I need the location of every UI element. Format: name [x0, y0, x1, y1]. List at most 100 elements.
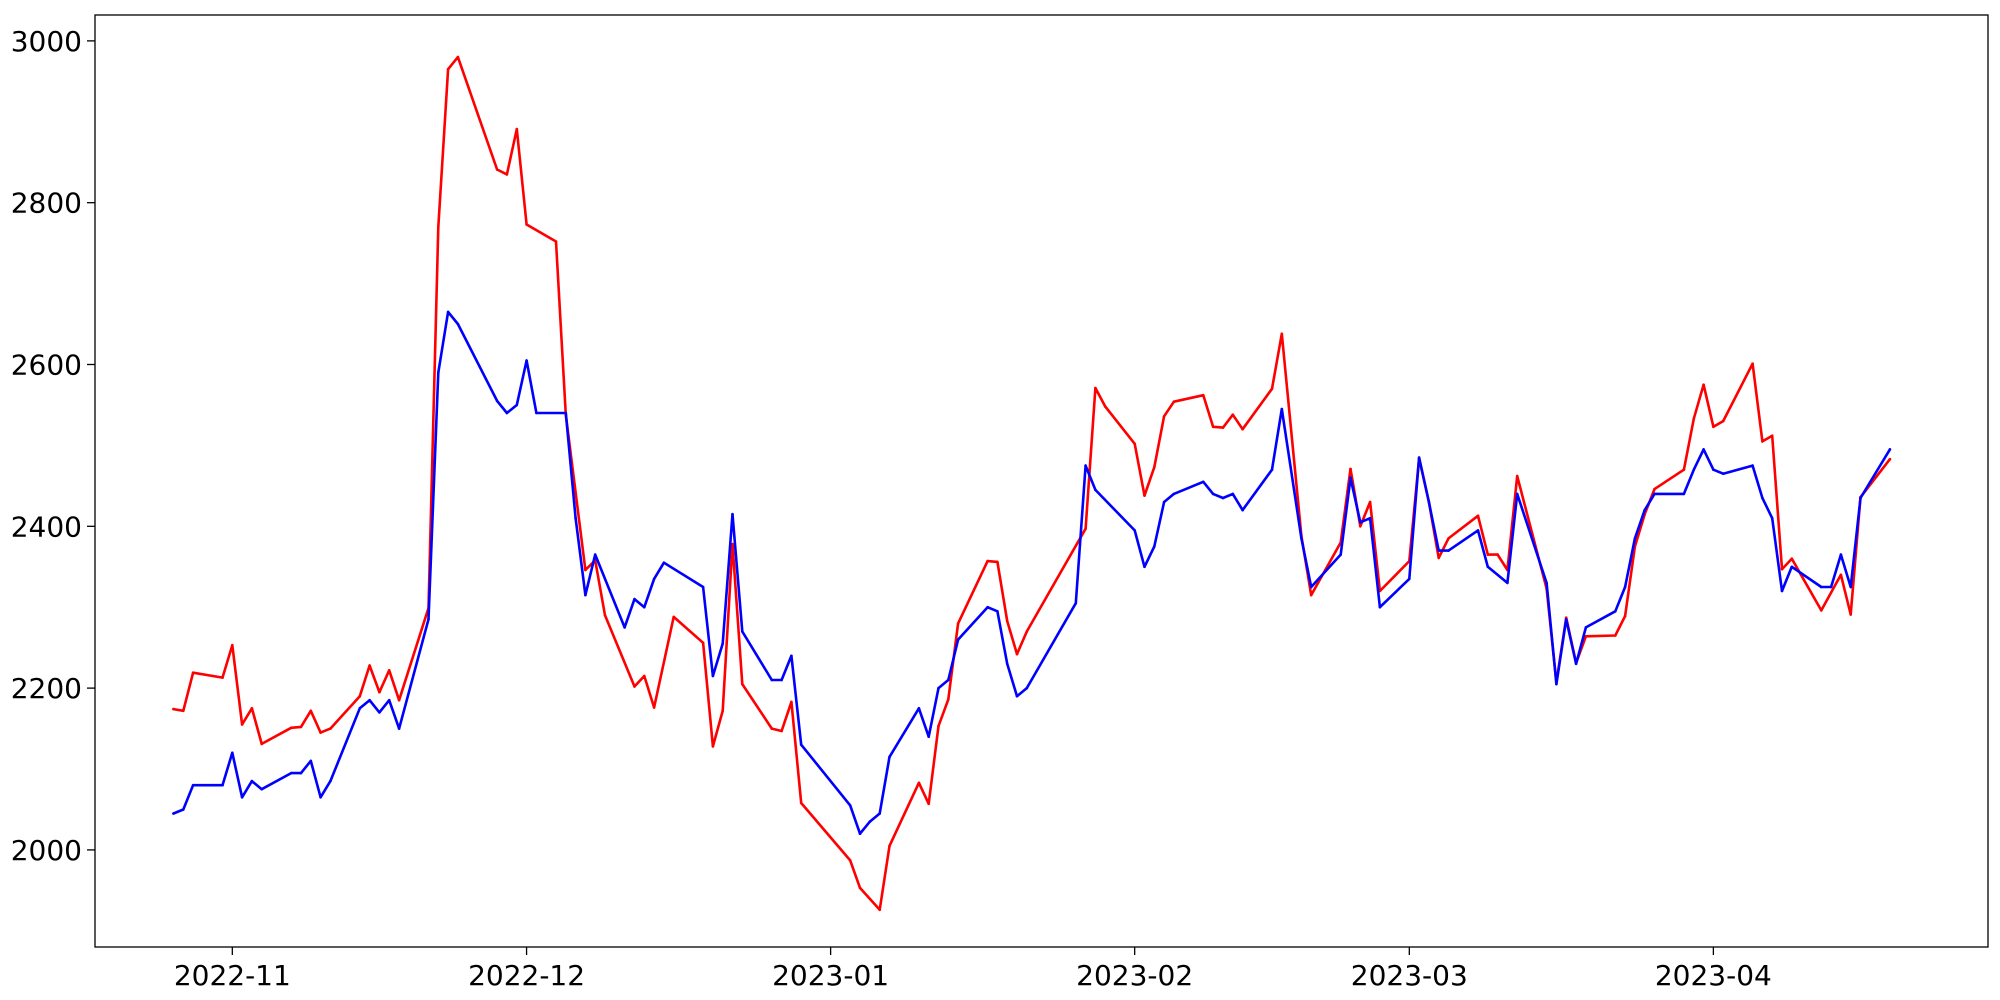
- data-point: [525, 223, 528, 226]
- data-point: [780, 678, 783, 682]
- data-point: [947, 678, 950, 682]
- data-point: [672, 615, 675, 619]
- data-point: [456, 55, 460, 59]
- data-point: [731, 542, 734, 546]
- data-point: [790, 700, 793, 704]
- data-point: [1888, 457, 1892, 461]
- data-point: [643, 674, 646, 678]
- data-point: [1564, 618, 1568, 621]
- data-point: [1339, 553, 1342, 556]
- x-tick-label: 2023-01: [772, 959, 889, 992]
- data-point: [358, 694, 362, 698]
- data-point: [1849, 585, 1852, 589]
- data-point: [446, 67, 450, 71]
- data-point: [387, 669, 391, 672]
- data-point: [1692, 468, 1696, 472]
- data-point: [1408, 577, 1411, 581]
- data-point: [1437, 549, 1440, 552]
- data-point: [623, 626, 626, 629]
- data-point: [848, 859, 852, 862]
- data-point: [937, 686, 940, 690]
- data-point: [1839, 553, 1843, 556]
- data-point: [319, 731, 322, 734]
- x-tick-label: 2023-04: [1655, 959, 1772, 992]
- data-point: [1270, 468, 1274, 472]
- data-point: [1643, 508, 1646, 512]
- data-point: [1094, 488, 1097, 492]
- data-point: [1221, 426, 1225, 429]
- data-point: [1486, 565, 1490, 569]
- data-point: [1820, 609, 1823, 612]
- data-point: [260, 787, 264, 791]
- data-point: [888, 844, 891, 848]
- data-point: [848, 804, 852, 807]
- data-point: [1702, 383, 1705, 387]
- data-point: [1162, 500, 1166, 504]
- data-point: [927, 735, 930, 738]
- data-point: [515, 403, 519, 407]
- data-point: [378, 690, 381, 694]
- data-point: [1761, 440, 1764, 443]
- data-point: [593, 553, 597, 556]
- x-axis-ticks: 2022-11 2022-12 2023-01 2023-02 2023-03 2023-…: [174, 947, 1772, 992]
- data-point: [1780, 589, 1784, 593]
- data-point: [182, 808, 185, 811]
- data-point: [956, 622, 960, 625]
- data-point: [515, 127, 519, 131]
- data-point: [996, 560, 999, 564]
- data-point: [564, 411, 568, 415]
- data-point: [1820, 585, 1823, 589]
- data-point: [1133, 442, 1136, 446]
- series-layer: [172, 55, 1892, 912]
- data-point: [1349, 476, 1352, 480]
- data-point: [799, 801, 803, 805]
- data-point: [1280, 332, 1284, 336]
- data-point: [1094, 386, 1097, 390]
- data-point: [1839, 573, 1843, 577]
- data-point: [387, 698, 391, 702]
- data-point: [741, 682, 744, 686]
- data-point: [1349, 467, 1352, 471]
- data-point: [643, 605, 646, 609]
- data-point: [250, 779, 254, 783]
- data-point: [1545, 581, 1548, 585]
- y-axis-ticks: 2000 2200 2400 2600 2800 3000: [11, 25, 95, 867]
- data-point: [770, 727, 774, 730]
- data-point: [1476, 514, 1480, 518]
- data-point: [1849, 613, 1852, 616]
- data-point: [299, 725, 303, 729]
- data-point: [652, 706, 656, 709]
- data-point: [956, 638, 960, 641]
- data-point: [1202, 480, 1205, 484]
- data-point: [1211, 425, 1215, 429]
- data-point: [505, 173, 509, 176]
- data-point: [1202, 393, 1205, 397]
- data-point: [917, 707, 921, 710]
- data-point: [1221, 496, 1225, 500]
- data-point: [1623, 614, 1627, 618]
- data-point: [427, 618, 430, 621]
- data-point: [319, 796, 322, 799]
- data-point: [1359, 525, 1362, 528]
- data-point: [289, 726, 293, 730]
- data-point: [721, 709, 724, 713]
- data-point: [221, 676, 224, 679]
- data-point: [584, 593, 587, 597]
- data-point: [231, 751, 234, 755]
- data-point: [495, 168, 499, 171]
- data-point: [329, 779, 332, 783]
- data-point: [1270, 387, 1274, 391]
- data-point: [1084, 527, 1087, 530]
- data-point: [1751, 362, 1754, 366]
- data-point: [1653, 492, 1656, 496]
- data-point: [231, 643, 234, 647]
- data-point: [741, 630, 744, 633]
- series-1: [172, 310, 1892, 835]
- data-point: [1702, 448, 1705, 451]
- y-tick-label: 2400: [11, 510, 82, 543]
- data-point: [505, 411, 509, 415]
- data-point: [191, 783, 195, 787]
- data-point: [1427, 500, 1431, 504]
- data-point: [1280, 407, 1284, 411]
